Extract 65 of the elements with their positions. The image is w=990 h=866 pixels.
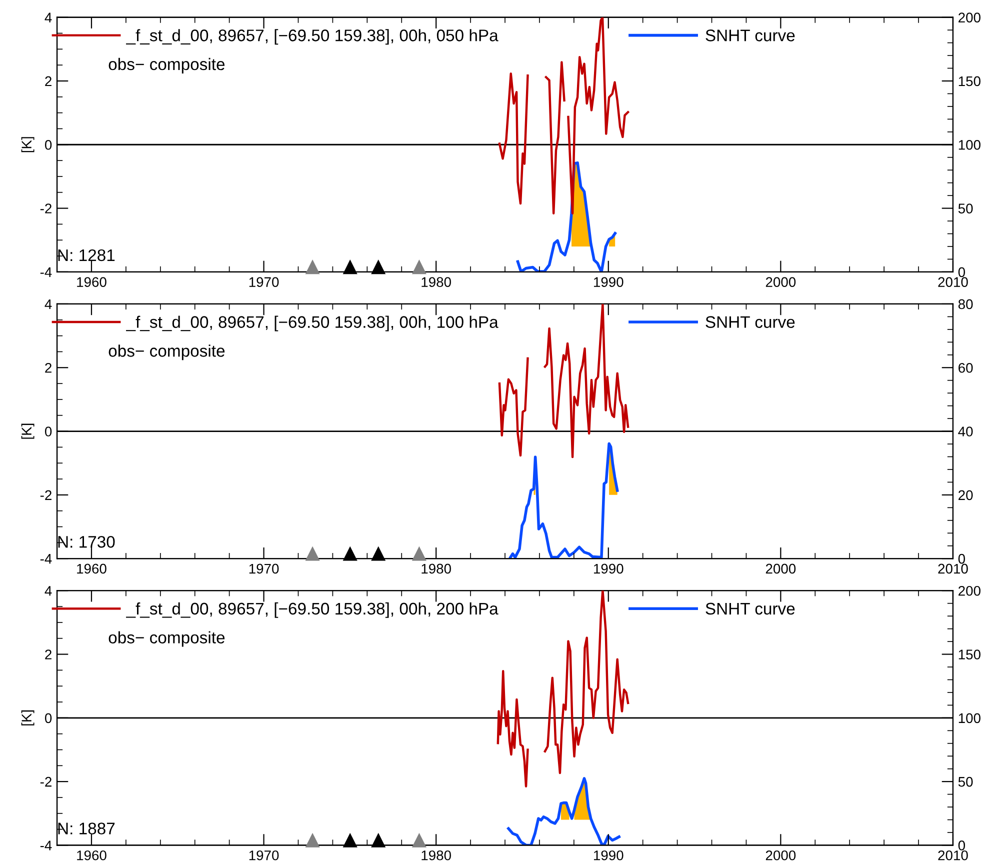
y2-tick-label: 50: [958, 776, 973, 787]
x-tick-label: 1990: [594, 850, 624, 860]
y-tick-label: -2: [40, 776, 52, 787]
x-tick-label: 1960: [77, 850, 106, 860]
y-tick-label: 4: [44, 299, 52, 309]
x-tick-label: 1970: [249, 850, 279, 860]
x-tick-label: 2010: [938, 277, 968, 287]
line-series: [507, 776, 620, 846]
legend-label: SNHT curve: [706, 602, 795, 615]
legend-label: SNHT curve: [706, 316, 795, 328]
legend-label: SNHT curve: [706, 30, 795, 42]
y-tick-label: 2: [45, 362, 52, 373]
y-tick-label: -4: [40, 267, 52, 277]
x-tick-label: 1990: [594, 277, 624, 287]
y-tick-label: -2: [40, 204, 52, 214]
y-tick-label: -4: [40, 840, 52, 850]
y-tick-label: 0: [44, 713, 52, 724]
y2-tick-label: 100: [958, 713, 980, 724]
y-tick-label: -4: [40, 554, 52, 564]
x-tick-label: 1970: [249, 564, 279, 574]
y2-tick-label: 200: [958, 586, 980, 596]
annotation: N: 1887: [58, 822, 115, 834]
x-tick-label: 2010: [938, 850, 968, 860]
y2-tick-label: 20: [958, 490, 973, 500]
x-tick-label: 1980: [422, 850, 451, 860]
y-axis-title: [K]: [21, 137, 34, 152]
y2-tick-label: 60: [958, 362, 973, 373]
x-tick-label: 1970: [249, 277, 279, 287]
x-tick-label: 2000: [766, 277, 796, 287]
y-tick-label: 0: [44, 140, 52, 150]
y-tick-label: 0: [44, 426, 52, 436]
annotation: obs− composite: [108, 344, 225, 360]
annotation: N: 1730: [58, 536, 115, 548]
y-axis-title: [K]: [21, 710, 34, 726]
annotation: N: 1281: [58, 249, 115, 262]
y2-tick-label: 0: [958, 554, 966, 564]
x-tick-label: 2010: [938, 564, 968, 574]
line-series: [509, 442, 619, 559]
y2-tick-label: 0: [958, 840, 966, 850]
y-tick-label: 2: [45, 650, 52, 660]
y2-tick-label: 0: [958, 267, 966, 278]
x-tick-label: 1980: [422, 564, 451, 574]
y-tick-label: 4: [44, 586, 52, 596]
legend-label: _f_st_d_00, 89657, [−69.50 159.38], 00h, 100 hPa: [126, 316, 498, 332]
x-tick-label: 1980: [422, 277, 451, 287]
x-tick-label: 2000: [766, 850, 796, 860]
y2-tick-label: 100: [958, 140, 980, 150]
annotation: obs− composite: [108, 58, 225, 74]
y2-tick-label: 50: [958, 204, 973, 214]
x-tick-label: 1960: [77, 277, 106, 287]
y-tick-label: -2: [40, 490, 52, 500]
y-axis-title: [K]: [21, 424, 34, 439]
legend-label: _f_st_d_00, 89657, [−69.50 159.38], 00h, 200 hPa: [126, 602, 498, 618]
x-tick-label: 2000: [766, 564, 796, 574]
legend-label: _f_st_d_00, 89657, [−69.50 159.38], 00h, 050 hPa: [126, 29, 498, 45]
annotation: obs− composite: [108, 631, 225, 647]
x-tick-label: 1990: [594, 564, 624, 574]
y2-tick-label: 150: [958, 76, 980, 86]
y-tick-label: 4: [44, 12, 52, 22]
y-tick-label: 2: [45, 76, 52, 86]
y2-tick-label: 80: [958, 299, 973, 310]
x-tick-label: 1960: [77, 564, 106, 574]
y2-tick-label: 150: [958, 650, 980, 660]
y2-tick-label: 40: [958, 426, 973, 436]
y2-tick-label: 200: [958, 12, 980, 22]
